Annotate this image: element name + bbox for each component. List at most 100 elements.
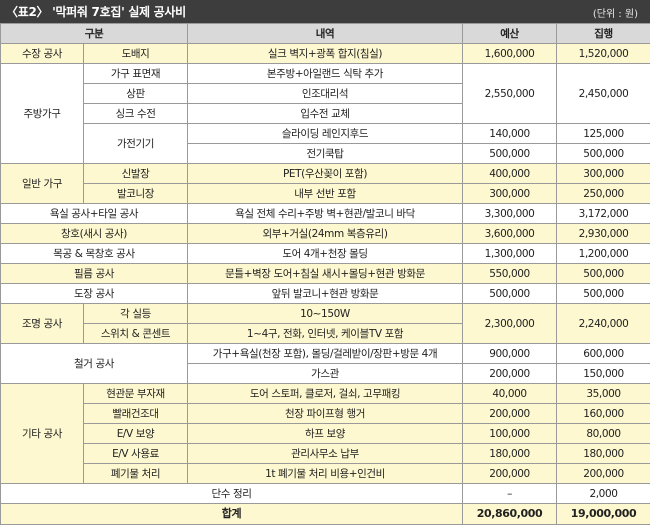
table-row: 싱크 수전 입수전 교체 — [1, 103, 650, 124]
total-label: 합계 — [0, 503, 463, 525]
execution-cell: 2,000 — [556, 483, 650, 504]
table-row: E/V 보양 하프 보양 100,000 80,000 — [1, 423, 650, 444]
table-row: 필름 공사 문틀+벽장 도어+침실 새시+몰딩+현관 방화문 550,000 5… — [0, 263, 650, 284]
execution-cell: 180,000 — [556, 443, 650, 464]
execution-cell: 500,000 — [556, 263, 650, 284]
detail-cell: 10~150W — [187, 303, 463, 324]
category-cell: 창호(새시 공사) — [0, 223, 188, 244]
table-row: 기타 공사 현관문 부자재 도어 스토퍼, 클로저, 걸쇠, 고무패킹 40,0… — [0, 383, 650, 484]
subcategory-cell: 빨래건조대 — [83, 403, 188, 424]
table-row: 조명 공사 각 실등 10~150W 2,300,000 2,240,000 — [0, 303, 650, 344]
execution-cell: 500,000 — [556, 283, 650, 304]
column-header-execution: 집행 — [556, 23, 650, 44]
detail-cell: 욕실 전체 수리+주방 벽+현관/발코니 바닥 — [187, 203, 463, 224]
execution-cell: 160,000 — [556, 403, 650, 424]
execution-cell: 125,000 — [556, 123, 650, 144]
category-cell: 목공 & 목창호 공사 — [0, 243, 188, 264]
table-row: 발코니장 내부 선반 포함 300,000 250,000 — [1, 183, 650, 204]
detail-cell: 본주방+아일랜드 식탁 추가 — [187, 63, 463, 84]
budget-cell: 500,000 — [462, 283, 557, 304]
execution-cell: 500,000 — [556, 143, 650, 164]
detail-cell: 1t 폐기물 처리 비용+인건비 — [187, 463, 463, 484]
detail-cell: 가스관 — [187, 363, 463, 384]
detail-cell: 앞뒤 발코니+현관 방화문 — [187, 283, 463, 304]
table-row: 단수 정리 – 2,000 — [0, 483, 650, 504]
budget-cell: 180,000 — [462, 443, 557, 464]
budget-cell: 1,600,000 — [462, 43, 557, 64]
category-cell: 단수 정리 — [0, 483, 463, 504]
table-row: 일반 가구 신발장 PET(우산꽂이 포함) 400,000 300,000 — [0, 163, 650, 204]
execution-cell: 300,000 — [556, 163, 650, 184]
budget-cell: 550,000 — [462, 263, 557, 284]
budget-cell: – — [462, 483, 557, 504]
subcategory-cell: 현관문 부자재 — [83, 383, 188, 404]
construction-cost-table: 구분 내역 예산 집행 수장 공사 도배지 실크 벽지+광폭 합지(침실) 1,… — [0, 23, 650, 525]
budget-cell: 2,550,000 — [462, 63, 557, 124]
table-row: 창호(새시 공사) 외부+거실(24mm 복층유리) 3,600,000 2,9… — [0, 223, 650, 244]
subcategory-cell: E/V 사용료 — [83, 443, 188, 464]
detail-cell: 도어 4개+천장 몰딩 — [187, 243, 463, 264]
category-cell: 조명 공사 — [0, 303, 84, 344]
execution-cell: 250,000 — [556, 183, 650, 204]
budget-cell: 2,300,000 — [462, 303, 557, 344]
subcategory-cell: 신발장 — [83, 163, 188, 184]
budget-cell: 500,000 — [462, 143, 557, 164]
table-row: 전기쿡탑 500,000 500,000 — [1, 143, 650, 164]
table-row: 빨래건조대 천장 파이프형 행거 200,000 160,000 — [1, 403, 650, 424]
table-title-bar: 〈표2〉 '막퍼줘 7호집' 실제 공사비 (단위 : 원) — [0, 0, 650, 23]
subcategory-cell: 가전기기 — [83, 123, 188, 164]
total-row: 합계 20,860,000 19,000,000 — [0, 503, 650, 525]
table-row: 목공 & 목창호 공사 도어 4개+천장 몰딩 1,300,000 1,200,… — [0, 243, 650, 264]
category-cell: 필름 공사 — [0, 263, 188, 284]
budget-cell: 200,000 — [462, 463, 557, 484]
budget-cell: 200,000 — [462, 363, 557, 384]
budget-cell: 3,300,000 — [462, 203, 557, 224]
subcategory-cell: E/V 보양 — [83, 423, 188, 444]
category-cell: 주방가구 — [0, 63, 84, 164]
execution-cell: 1,200,000 — [556, 243, 650, 264]
subcategory-cell: 상판 — [83, 83, 188, 104]
detail-cell: 실크 벽지+광폭 합지(침실) — [187, 43, 463, 64]
table-title: 〈표2〉 '막퍼줘 7호집' 실제 공사비 — [6, 5, 186, 19]
table-row: 도장 공사 앞뒤 발코니+현관 방화문 500,000 500,000 — [0, 283, 650, 304]
table-row: 폐기물 처리 1t 폐기물 처리 비용+인건비 200,000 200,000 — [1, 463, 650, 484]
execution-cell: 600,000 — [556, 343, 650, 364]
budget-cell: 40,000 — [462, 383, 557, 404]
execution-cell: 1,520,000 — [556, 43, 650, 64]
total-budget: 20,860,000 — [462, 503, 557, 525]
execution-cell: 80,000 — [556, 423, 650, 444]
budget-cell: 200,000 — [462, 403, 557, 424]
execution-cell: 2,930,000 — [556, 223, 650, 244]
budget-cell: 300,000 — [462, 183, 557, 204]
budget-cell: 140,000 — [462, 123, 557, 144]
category-cell: 철거 공사 — [0, 343, 188, 384]
detail-cell: 외부+거실(24mm 복층유리) — [187, 223, 463, 244]
execution-cell: 200,000 — [556, 463, 650, 484]
column-header-budget: 예산 — [462, 23, 557, 44]
execution-cell: 3,172,000 — [556, 203, 650, 224]
subcategory-cell: 가구 표면재 — [83, 63, 188, 84]
table-row: 가스관 200,000 150,000 — [1, 363, 650, 384]
category-cell: 도장 공사 — [0, 283, 188, 304]
detail-cell: 입수전 교체 — [187, 103, 463, 124]
category-cell: 일반 가구 — [0, 163, 84, 204]
execution-cell: 35,000 — [556, 383, 650, 404]
budget-cell: 400,000 — [462, 163, 557, 184]
table-row: 수장 공사 도배지 실크 벽지+광폭 합지(침실) 1,600,000 1,52… — [0, 43, 650, 64]
category-cell: 수장 공사 — [0, 43, 84, 64]
detail-cell: 전기쿡탑 — [187, 143, 463, 164]
detail-cell: 인조대리석 — [187, 83, 463, 104]
detail-cell: 가구+욕실(천장 포함), 몰딩/걸레받이/장판+방문 4개 — [187, 343, 463, 364]
subcategory-cell: 각 실등 — [83, 303, 188, 324]
detail-cell: 하프 보양 — [187, 423, 463, 444]
detail-cell: PET(우산꽂이 포함) — [187, 163, 463, 184]
category-cell: 욕실 공사+타일 공사 — [0, 203, 188, 224]
category-cell: 기타 공사 — [0, 383, 84, 484]
detail-cell: 문틀+벽장 도어+침실 새시+몰딩+현관 방화문 — [187, 263, 463, 284]
execution-cell: 2,450,000 — [556, 63, 650, 124]
detail-cell: 도어 스토퍼, 클로저, 걸쇠, 고무패킹 — [187, 383, 463, 404]
subcategory-cell: 싱크 수전 — [83, 103, 188, 124]
table-row: 상판 인조대리석 — [1, 83, 650, 104]
column-header-category: 구분 — [0, 23, 188, 44]
execution-cell: 2,240,000 — [556, 303, 650, 344]
